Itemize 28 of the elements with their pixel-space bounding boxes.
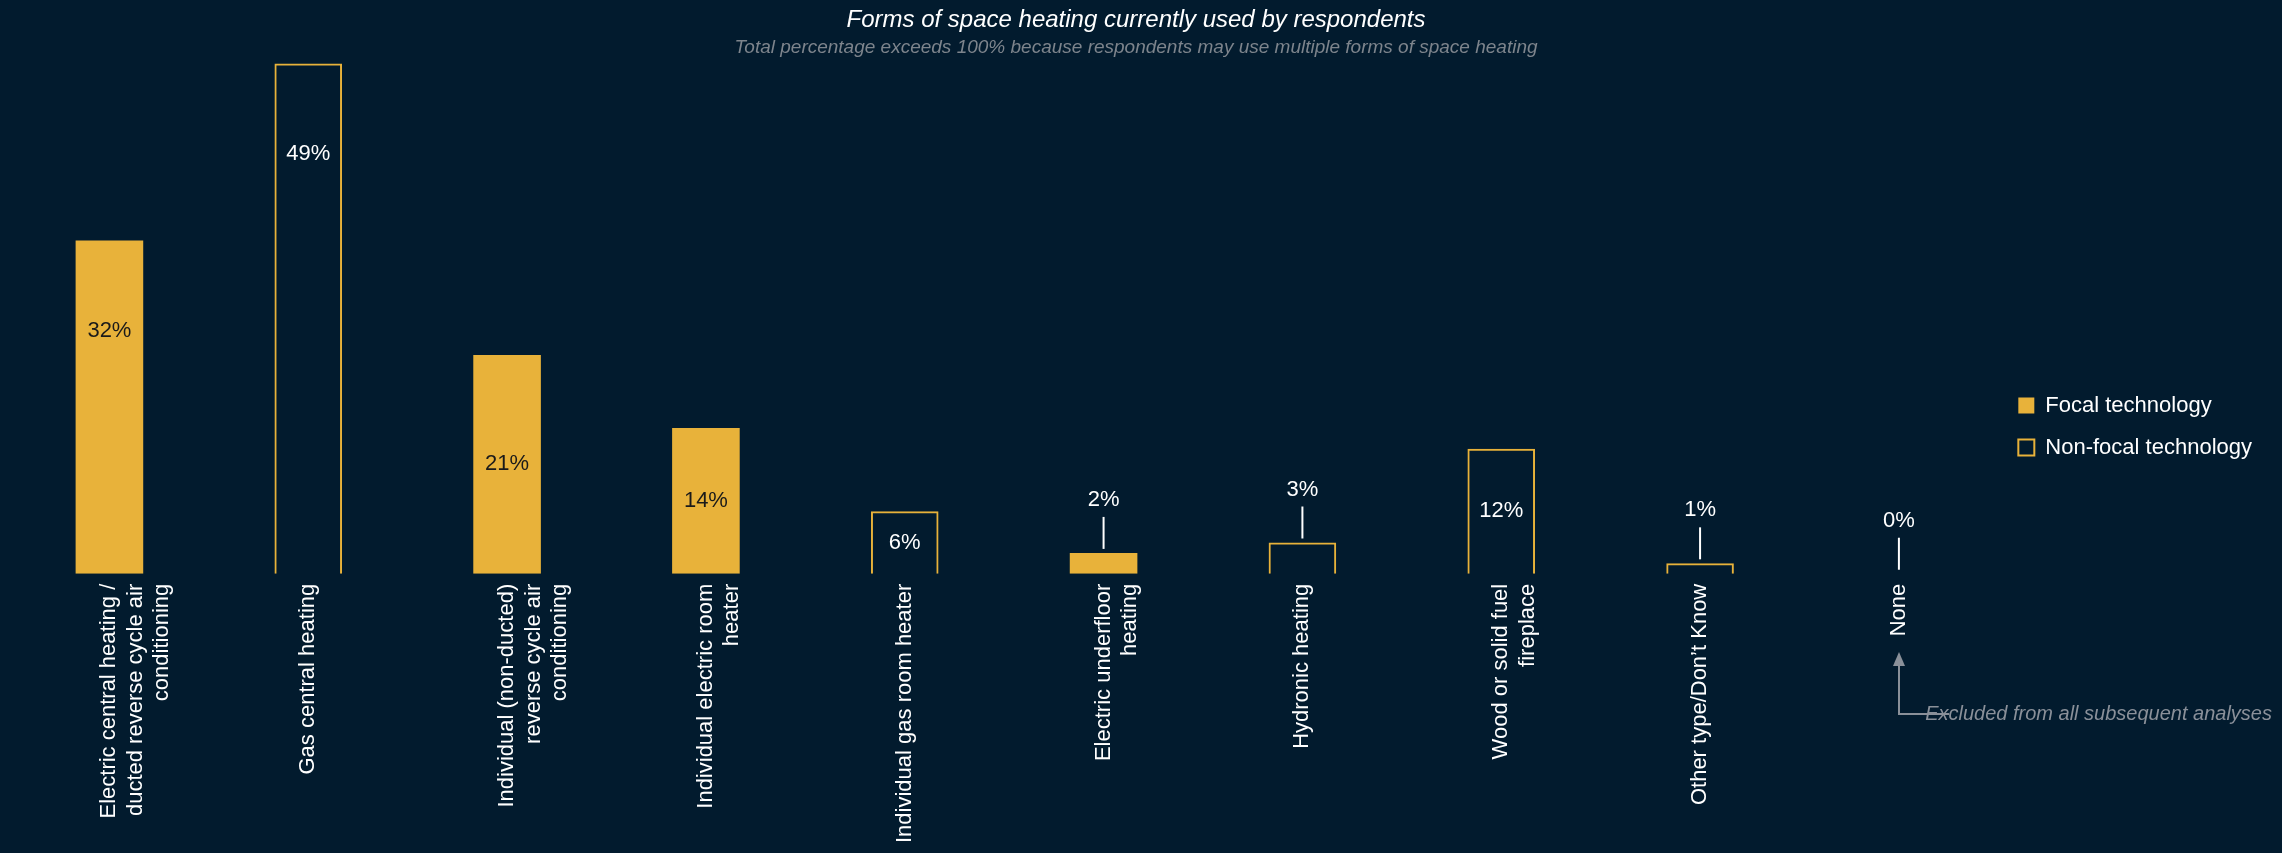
text: Excluded from all subsequent analyses: [1925, 702, 2272, 726]
x-tick-label: Gas central heating: [294, 583, 320, 775]
x-tick-label: Electric central heating / ducted reverse cycle air conditioning: [95, 582, 174, 819]
data-label: 21%: [485, 450, 530, 476]
x-tick-label: Individual electric room heater: [691, 583, 744, 809]
data-label: 2%: [1087, 485, 1120, 511]
x-tick-label: Wood or solid fuel fireplace: [1487, 583, 1539, 760]
legend-label: Non-focal technology: [2045, 433, 2253, 459]
x-tick-label: Individual (non-ducted) reverse cycle air conditioning: [493, 583, 571, 808]
x-tick-label: Other type/Don’t Know: [1686, 583, 1712, 806]
chart-title: Forms of space heating currently used by respondents: [846, 5, 1426, 33]
x-tick-label: Individual gas room heater: [890, 583, 916, 843]
data-label: 0%: [1883, 506, 1915, 532]
bar: [1069, 552, 1138, 574]
data-label: 14%: [683, 486, 728, 512]
bar: [672, 427, 740, 574]
x-tick-label: Hydronic heating: [1288, 583, 1314, 749]
legend-label: Focal technology: [2045, 391, 2212, 417]
data-label: 49%: [286, 139, 331, 165]
bar: [75, 240, 144, 574]
bar: [473, 355, 541, 574]
data-label: 12%: [1479, 497, 1524, 523]
data-label: 3%: [1286, 475, 1319, 501]
data-label: 32%: [87, 316, 132, 342]
x-tick-label: Electric underfloor heating: [1089, 583, 1142, 762]
data-label: 1%: [1684, 496, 1716, 522]
chart-subtitle: Total percentage exceeds 100% because respondents may use multiple forms of space heating: [734, 36, 1538, 58]
x-tick-label: None: [1884, 583, 1910, 637]
